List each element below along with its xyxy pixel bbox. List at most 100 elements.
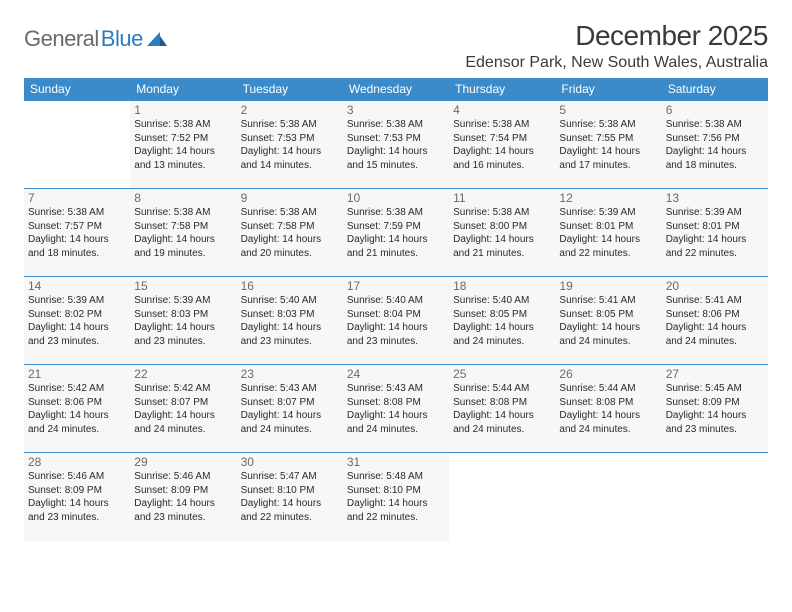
calendar-page: GeneralBlue December 2025 Edensor Park, …: [0, 0, 792, 541]
brand-name-gray: General: [24, 26, 99, 52]
calendar-day-cell: 20Sunrise: 5:41 AMSunset: 8:06 PMDayligh…: [662, 277, 768, 365]
day-number: 12: [559, 191, 657, 205]
calendar-table: SundayMondayTuesdayWednesdayThursdayFrid…: [24, 78, 768, 541]
calendar-week-row: 1Sunrise: 5:38 AMSunset: 7:52 PMDaylight…: [24, 101, 768, 189]
calendar-body: 1Sunrise: 5:38 AMSunset: 7:52 PMDaylight…: [24, 101, 768, 541]
day-number: 1: [134, 103, 232, 117]
calendar-week-row: 7Sunrise: 5:38 AMSunset: 7:57 PMDaylight…: [24, 189, 768, 277]
calendar-day-cell: 21Sunrise: 5:42 AMSunset: 8:06 PMDayligh…: [24, 365, 130, 453]
day-number: 21: [28, 367, 126, 381]
day-number: 26: [559, 367, 657, 381]
day-info: Sunrise: 5:42 AMSunset: 8:06 PMDaylight:…: [28, 382, 126, 436]
day-info: Sunrise: 5:42 AMSunset: 8:07 PMDaylight:…: [134, 382, 232, 436]
day-number: 7: [28, 191, 126, 205]
day-info: Sunrise: 5:40 AMSunset: 8:03 PMDaylight:…: [241, 294, 339, 348]
day-number: 9: [241, 191, 339, 205]
day-number: 11: [453, 191, 551, 205]
calendar-day-cell: 23Sunrise: 5:43 AMSunset: 8:07 PMDayligh…: [237, 365, 343, 453]
day-number: 5: [559, 103, 657, 117]
day-info: Sunrise: 5:38 AMSunset: 7:59 PMDaylight:…: [347, 206, 445, 260]
day-header: Wednesday: [343, 78, 449, 101]
calendar-day-cell: 16Sunrise: 5:40 AMSunset: 8:03 PMDayligh…: [237, 277, 343, 365]
day-info: Sunrise: 5:43 AMSunset: 8:07 PMDaylight:…: [241, 382, 339, 436]
calendar-week-row: 28Sunrise: 5:46 AMSunset: 8:09 PMDayligh…: [24, 453, 768, 541]
day-info: Sunrise: 5:46 AMSunset: 8:09 PMDaylight:…: [28, 470, 126, 524]
calendar-day-cell: 22Sunrise: 5:42 AMSunset: 8:07 PMDayligh…: [130, 365, 236, 453]
calendar-head: SundayMondayTuesdayWednesdayThursdayFrid…: [24, 78, 768, 101]
calendar-day-cell: 7Sunrise: 5:38 AMSunset: 7:57 PMDaylight…: [24, 189, 130, 277]
day-number: 19: [559, 279, 657, 293]
calendar-day-cell: 24Sunrise: 5:43 AMSunset: 8:08 PMDayligh…: [343, 365, 449, 453]
day-header: Saturday: [662, 78, 768, 101]
month-title: December 2025: [465, 20, 768, 52]
title-block: December 2025 Edensor Park, New South Wa…: [465, 20, 768, 72]
day-number: 14: [28, 279, 126, 293]
day-info: Sunrise: 5:44 AMSunset: 8:08 PMDaylight:…: [453, 382, 551, 436]
calendar-day-cell: [662, 453, 768, 541]
day-header: Monday: [130, 78, 236, 101]
calendar-day-cell: 2Sunrise: 5:38 AMSunset: 7:53 PMDaylight…: [237, 101, 343, 189]
day-header: Friday: [555, 78, 661, 101]
calendar-week-row: 21Sunrise: 5:42 AMSunset: 8:06 PMDayligh…: [24, 365, 768, 453]
calendar-day-cell: 1Sunrise: 5:38 AMSunset: 7:52 PMDaylight…: [130, 101, 236, 189]
day-number: 13: [666, 191, 764, 205]
day-number: 10: [347, 191, 445, 205]
calendar-day-cell: 31Sunrise: 5:48 AMSunset: 8:10 PMDayligh…: [343, 453, 449, 541]
calendar-day-cell: 19Sunrise: 5:41 AMSunset: 8:05 PMDayligh…: [555, 277, 661, 365]
day-info: Sunrise: 5:38 AMSunset: 7:55 PMDaylight:…: [559, 118, 657, 172]
day-number: 15: [134, 279, 232, 293]
day-info: Sunrise: 5:38 AMSunset: 7:56 PMDaylight:…: [666, 118, 764, 172]
day-info: Sunrise: 5:40 AMSunset: 8:04 PMDaylight:…: [347, 294, 445, 348]
day-header: Sunday: [24, 78, 130, 101]
day-info: Sunrise: 5:41 AMSunset: 8:06 PMDaylight:…: [666, 294, 764, 348]
day-number: 8: [134, 191, 232, 205]
day-number: 16: [241, 279, 339, 293]
calendar-day-cell: 14Sunrise: 5:39 AMSunset: 8:02 PMDayligh…: [24, 277, 130, 365]
day-info: Sunrise: 5:38 AMSunset: 7:58 PMDaylight:…: [241, 206, 339, 260]
calendar-day-cell: 5Sunrise: 5:38 AMSunset: 7:55 PMDaylight…: [555, 101, 661, 189]
calendar-day-cell: 8Sunrise: 5:38 AMSunset: 7:58 PMDaylight…: [130, 189, 236, 277]
day-info: Sunrise: 5:39 AMSunset: 8:01 PMDaylight:…: [559, 206, 657, 260]
day-info: Sunrise: 5:38 AMSunset: 8:00 PMDaylight:…: [453, 206, 551, 260]
calendar-day-cell: 3Sunrise: 5:38 AMSunset: 7:53 PMDaylight…: [343, 101, 449, 189]
day-number: 4: [453, 103, 551, 117]
day-info: Sunrise: 5:47 AMSunset: 8:10 PMDaylight:…: [241, 470, 339, 524]
calendar-day-cell: 12Sunrise: 5:39 AMSunset: 8:01 PMDayligh…: [555, 189, 661, 277]
day-info: Sunrise: 5:48 AMSunset: 8:10 PMDaylight:…: [347, 470, 445, 524]
location-text: Edensor Park, New South Wales, Australia: [465, 54, 768, 72]
day-info: Sunrise: 5:39 AMSunset: 8:03 PMDaylight:…: [134, 294, 232, 348]
day-number: 3: [347, 103, 445, 117]
calendar-day-cell: 6Sunrise: 5:38 AMSunset: 7:56 PMDaylight…: [662, 101, 768, 189]
calendar-day-cell: 26Sunrise: 5:44 AMSunset: 8:08 PMDayligh…: [555, 365, 661, 453]
day-info: Sunrise: 5:38 AMSunset: 7:53 PMDaylight:…: [241, 118, 339, 172]
day-number: 28: [28, 455, 126, 469]
calendar-day-cell: 25Sunrise: 5:44 AMSunset: 8:08 PMDayligh…: [449, 365, 555, 453]
day-info: Sunrise: 5:38 AMSunset: 7:57 PMDaylight:…: [28, 206, 126, 260]
day-number: 6: [666, 103, 764, 117]
day-number: 18: [453, 279, 551, 293]
calendar-day-cell: 4Sunrise: 5:38 AMSunset: 7:54 PMDaylight…: [449, 101, 555, 189]
day-info: Sunrise: 5:38 AMSunset: 7:53 PMDaylight:…: [347, 118, 445, 172]
brand-logo: GeneralBlue: [24, 26, 167, 52]
day-number: 29: [134, 455, 232, 469]
day-info: Sunrise: 5:39 AMSunset: 8:02 PMDaylight:…: [28, 294, 126, 348]
day-number: 31: [347, 455, 445, 469]
day-header: Tuesday: [237, 78, 343, 101]
day-number: 25: [453, 367, 551, 381]
calendar-day-cell: [24, 101, 130, 189]
day-number: 23: [241, 367, 339, 381]
day-number: 22: [134, 367, 232, 381]
calendar-day-cell: 9Sunrise: 5:38 AMSunset: 7:58 PMDaylight…: [237, 189, 343, 277]
day-info: Sunrise: 5:46 AMSunset: 8:09 PMDaylight:…: [134, 470, 232, 524]
calendar-day-cell: [555, 453, 661, 541]
calendar-day-cell: 28Sunrise: 5:46 AMSunset: 8:09 PMDayligh…: [24, 453, 130, 541]
day-number: 20: [666, 279, 764, 293]
calendar-week-row: 14Sunrise: 5:39 AMSunset: 8:02 PMDayligh…: [24, 277, 768, 365]
calendar-day-cell: 13Sunrise: 5:39 AMSunset: 8:01 PMDayligh…: [662, 189, 768, 277]
day-info: Sunrise: 5:45 AMSunset: 8:09 PMDaylight:…: [666, 382, 764, 436]
calendar-day-cell: 30Sunrise: 5:47 AMSunset: 8:10 PMDayligh…: [237, 453, 343, 541]
calendar-day-cell: 18Sunrise: 5:40 AMSunset: 8:05 PMDayligh…: [449, 277, 555, 365]
day-info: Sunrise: 5:43 AMSunset: 8:08 PMDaylight:…: [347, 382, 445, 436]
day-info: Sunrise: 5:39 AMSunset: 8:01 PMDaylight:…: [666, 206, 764, 260]
day-info: Sunrise: 5:38 AMSunset: 7:54 PMDaylight:…: [453, 118, 551, 172]
